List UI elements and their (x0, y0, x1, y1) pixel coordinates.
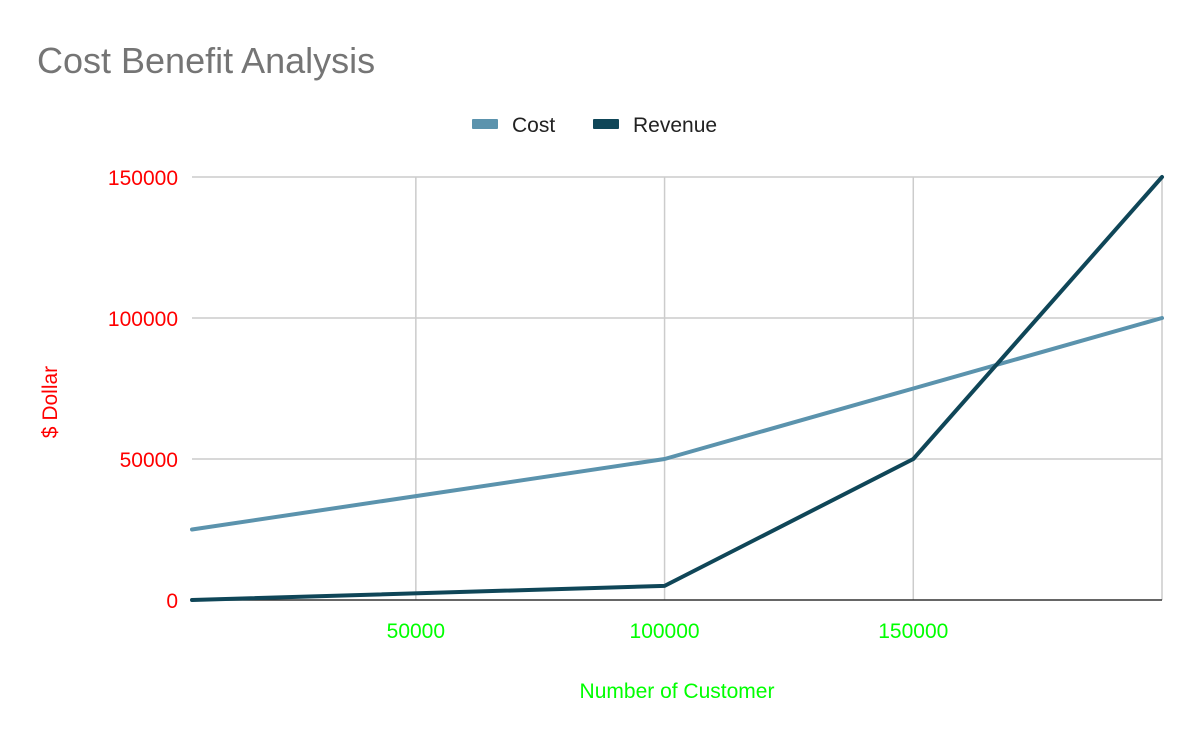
legend-swatch-cost (472, 119, 498, 129)
grid-lines (192, 176, 1163, 600)
x-tick-label: 100000 (630, 620, 700, 643)
series-line-revenue (190, 175, 1164, 602)
legend-label-revenue: Revenue (633, 114, 717, 137)
y-tick-label: 100000 (108, 308, 178, 331)
legend-item-cost[interactable]: Cost (472, 114, 555, 137)
legend-swatch-revenue (593, 119, 619, 129)
x-axis-title: Number of Customer (580, 680, 775, 703)
x-tick-label: 150000 (878, 620, 948, 643)
legend: Cost Revenue (472, 114, 717, 137)
x-tick-label: 50000 (387, 620, 445, 643)
series-line-cost (190, 316, 1164, 532)
tick-labels: 0 50000 100000 150000 50000 100000 150000 (108, 167, 948, 643)
y-tick-label: 50000 (120, 449, 178, 472)
y-tick-label: 0 (166, 590, 178, 613)
legend-item-revenue[interactable]: Revenue (593, 114, 717, 137)
y-axis-title: $ Dollar (39, 366, 62, 438)
chart-title: Cost Benefit Analysis (37, 40, 376, 81)
series-lines (190, 175, 1164, 602)
y-tick-label: 150000 (108, 167, 178, 190)
legend-label-cost: Cost (512, 114, 555, 137)
